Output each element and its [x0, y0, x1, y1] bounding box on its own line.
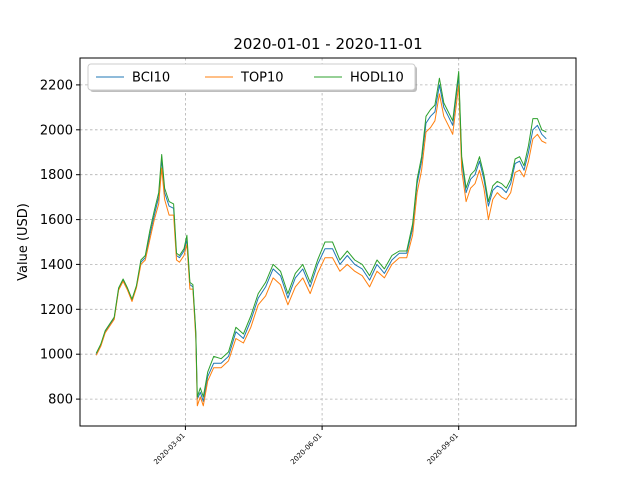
x-tick-label: 2020-06-01 — [289, 432, 323, 466]
legend: BCI10 TOP10 HODL10 — [87, 63, 417, 92]
series-line-bci10 — [95, 75, 547, 402]
series-line-hodl10 — [95, 71, 547, 398]
y-tick-label: 1400 — [40, 258, 73, 273]
x-tick-label: 2020-03-01 — [152, 432, 186, 466]
series-layer — [95, 71, 547, 407]
legend-label: TOP10 — [240, 71, 284, 86]
grid-layer — [80, 58, 576, 426]
chart-title: 2020-01-01 - 2020-11-01 — [233, 35, 422, 53]
y-tick-label: 1200 — [40, 303, 73, 318]
y-tick-label: 2000 — [40, 123, 73, 138]
legend-label: HODL10 — [350, 71, 404, 86]
plot-frame — [79, 57, 577, 427]
y-tick-label: 2200 — [40, 78, 73, 93]
series-line-top10 — [95, 84, 547, 407]
y-tick-label: 1600 — [40, 213, 73, 228]
legend-label: BCI10 — [132, 71, 170, 86]
y-tick-label: 1000 — [40, 348, 73, 363]
x-tick-label: 2020-09-01 — [426, 432, 460, 466]
y-tick-label: 1800 — [40, 168, 73, 183]
axis-layer: 800 1000 1200 1400 1600 1800 2000 2200 2020-03-0… — [40, 78, 460, 466]
y-tick-label: 800 — [48, 393, 73, 408]
y-axis-label: Value (USD) — [16, 203, 31, 281]
legend-box — [87, 63, 416, 91]
